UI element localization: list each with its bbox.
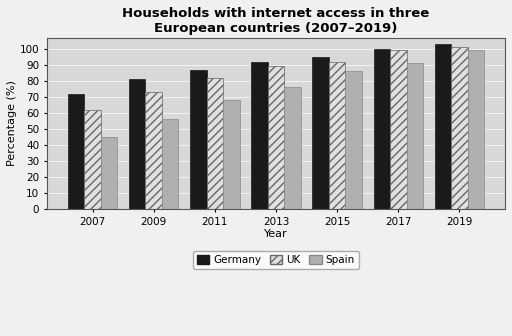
Bar (129, 79, 145, 209)
Bar (390, 50, 407, 209)
Bar (101, 137, 117, 209)
Bar (162, 119, 179, 209)
Bar (268, 67, 284, 209)
Bar (145, 92, 162, 209)
Bar (284, 87, 301, 209)
Bar (223, 100, 240, 209)
Bar (68, 94, 84, 209)
Bar (468, 50, 484, 209)
Bar (451, 47, 468, 209)
Bar (190, 70, 207, 209)
Bar (251, 61, 268, 209)
Legend: Germany, UK, Spain: Germany, UK, Spain (193, 251, 359, 269)
Bar (346, 71, 362, 209)
Y-axis label: Percentage (%): Percentage (%) (7, 80, 17, 166)
Title: Households with internet access in three
European countries (2007–2019): Households with internet access in three… (122, 7, 430, 35)
Bar (312, 57, 329, 209)
Bar (329, 61, 346, 209)
Bar (84, 110, 101, 209)
Bar (407, 63, 423, 209)
Bar (435, 44, 451, 209)
Bar (207, 78, 223, 209)
Bar (374, 49, 390, 209)
X-axis label: Year: Year (264, 229, 288, 240)
